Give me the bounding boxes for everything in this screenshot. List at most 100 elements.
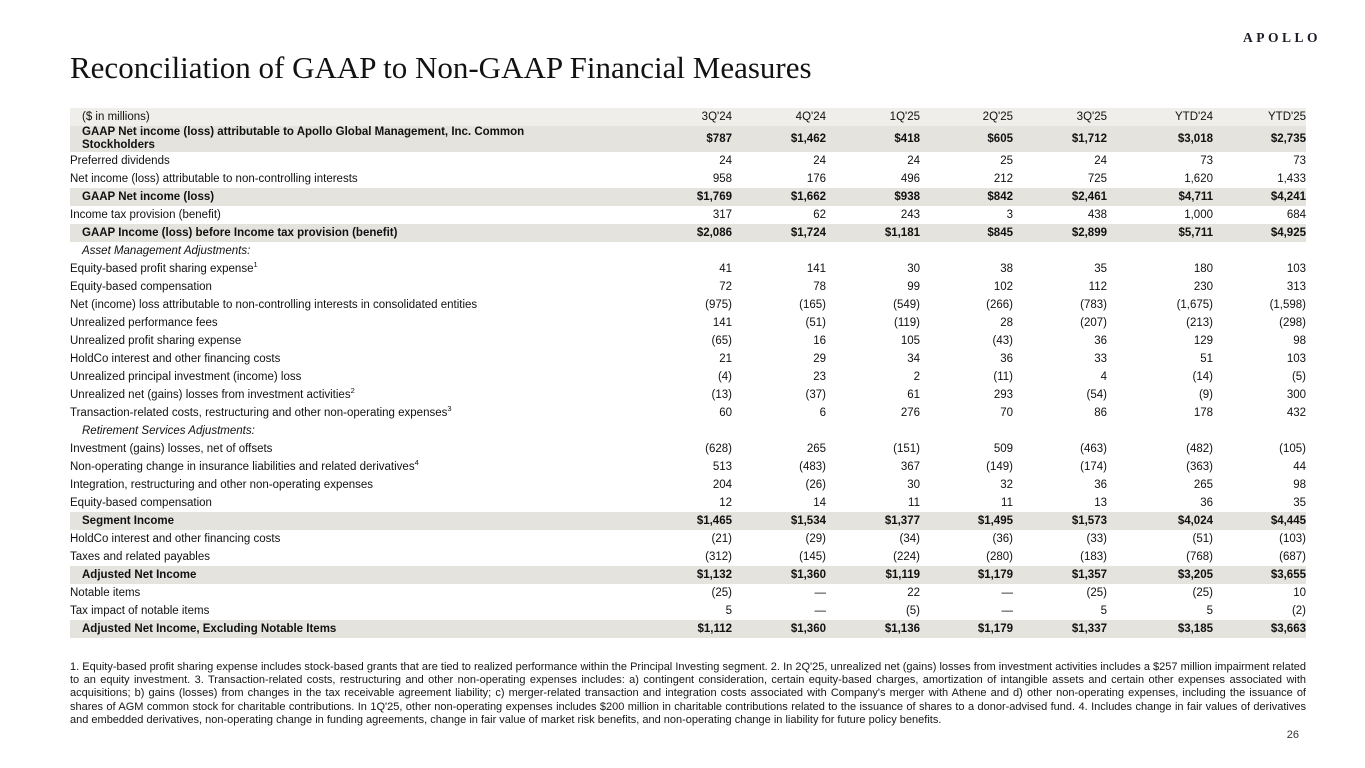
table-row: HoldCo interest and other financing cost… — [70, 530, 1306, 548]
row-label: Taxes and related payables — [70, 550, 211, 563]
row-value: 60 — [719, 406, 732, 419]
row-value: 24 — [907, 154, 920, 167]
table-row: Adjusted Net Income $1,132 $1,360 $1,119 $1,… — [70, 566, 1306, 584]
row-value: $4,925 — [1213, 224, 1306, 242]
row-value: 35 — [1094, 262, 1107, 275]
column-header: 2Q'25 — [920, 108, 1013, 126]
table-header-row: ($ in millions) 3Q'24 4Q'24 1Q'25 2Q'25 3Q'2… — [70, 108, 1306, 126]
table-row: Equity-based profit sharing expense1 41 14… — [70, 260, 1306, 278]
row-value: — — [1001, 586, 1014, 599]
row-value: 141 — [712, 316, 732, 329]
table-row: Equity-based compensation 12 14 11 11 13 36 35 — [70, 494, 1306, 512]
row-value: 86 — [1094, 406, 1107, 419]
row-value: 438 — [1087, 208, 1107, 221]
row-value: 293 — [993, 388, 1013, 401]
table-row: Preferred dividends 24 24 24 25 24 73 73 — [70, 152, 1306, 170]
row-value: 30 — [907, 478, 920, 491]
row-value: (174) — [1080, 460, 1107, 473]
row-label: Unrealized performance fees — [70, 316, 218, 329]
row-value: (34) — [899, 532, 920, 545]
table-row: Unrealized net (gains) losses from inves… — [70, 386, 1306, 404]
row-value: 180 — [1193, 262, 1213, 275]
row-value: 6 — [819, 406, 826, 419]
row-value: (65) — [711, 334, 732, 347]
row-value: 4 — [1100, 370, 1107, 383]
row-value: 725 — [1087, 172, 1107, 185]
row-value: $787 — [640, 126, 732, 152]
row-value: (5) — [905, 604, 920, 617]
row-value: $5,711 — [1107, 224, 1213, 242]
row-value: (103) — [1279, 532, 1306, 545]
row-value: (975) — [705, 298, 732, 311]
row-label: Preferred dividends — [70, 154, 170, 167]
row-value: (768) — [1186, 550, 1213, 563]
row-value: $1,712 — [1013, 126, 1107, 152]
row-value: 300 — [1286, 388, 1306, 401]
row-value: $938 — [826, 188, 920, 206]
row-label: GAAP Net income (loss) — [70, 188, 640, 206]
row-value: (687) — [1279, 550, 1306, 563]
row-label: Adjusted Net Income — [70, 566, 640, 584]
row-value: $1,662 — [732, 188, 826, 206]
column-header: 3Q'25 — [1013, 108, 1107, 126]
row-value: (224) — [893, 550, 920, 563]
reconciliation-table: ($ in millions) 3Q'24 4Q'24 1Q'25 2Q'25 3Q'2… — [70, 108, 1306, 638]
row-value: — — [814, 586, 827, 599]
row-value: $1,181 — [826, 224, 920, 242]
row-label: Adjusted Net Income, Excluding Notable I… — [70, 620, 640, 638]
row-value: 5 — [1100, 604, 1107, 617]
row-label: Equity-based compensation — [70, 496, 212, 509]
row-value: 25 — [1000, 154, 1013, 167]
row-value: 141 — [806, 262, 826, 275]
row-value: $3,663 — [1213, 620, 1306, 638]
row-value: 684 — [1286, 208, 1306, 221]
row-label: Net (income) loss attributable to non-co… — [70, 298, 478, 311]
row-label: Non-operating change in insurance liabil… — [70, 457, 419, 473]
row-label: Unrealized net (gains) losses from inves… — [70, 385, 355, 401]
row-value: (298) — [1279, 316, 1306, 329]
table-row: Income tax provision (benefit) 317 62 243 3 4… — [70, 206, 1306, 224]
column-header: YTD'24 — [1107, 108, 1213, 126]
row-label: Unrealized principal investment (income)… — [70, 370, 302, 383]
row-value: 496 — [900, 172, 920, 185]
row-value: (25) — [711, 586, 732, 599]
table-row: Retirement Services Adjustments: — [70, 422, 1306, 440]
row-value: 178 — [1193, 406, 1213, 419]
row-value: 103 — [1286, 352, 1306, 365]
row-value: 29 — [813, 352, 826, 365]
row-label: Equity-based compensation — [70, 280, 212, 293]
row-value: (1,675) — [1176, 298, 1213, 311]
row-value: 73 — [1293, 154, 1306, 167]
row-value: 265 — [806, 442, 826, 455]
row-label: Notable items — [70, 586, 141, 599]
row-value: $1,534 — [732, 512, 826, 530]
row-label: Transaction-related costs, restructuring… — [70, 403, 452, 419]
row-value: 51 — [1200, 352, 1213, 365]
row-value: $605 — [920, 126, 1013, 152]
row-value: 317 — [712, 208, 732, 221]
row-value: 38 — [1000, 262, 1013, 275]
row-value: (207) — [1080, 316, 1107, 329]
row-value: 78 — [813, 280, 826, 293]
row-value: 958 — [712, 172, 732, 185]
row-value: $2,086 — [640, 224, 732, 242]
column-header: 4Q'24 — [732, 108, 826, 126]
table-row: Transaction-related costs, restructuring… — [70, 404, 1306, 422]
row-value: (51) — [805, 316, 826, 329]
table-row: Taxes and related payables (312) (145) (224… — [70, 548, 1306, 566]
row-label: Retirement Services Adjustments: — [82, 424, 255, 437]
row-value: 243 — [900, 208, 920, 221]
row-value: 24 — [813, 154, 826, 167]
row-value: $3,185 — [1107, 620, 1213, 638]
table-row: Non-operating change in insurance liabil… — [70, 458, 1306, 476]
table-row: Notable items (25) — 22 — (25) (25) 10 — [70, 584, 1306, 602]
row-value: 98 — [1293, 478, 1306, 491]
row-label: GAAP Income (loss) before Income tax pro… — [70, 224, 640, 242]
row-value: (25) — [1086, 586, 1107, 599]
row-value: 36 — [1200, 496, 1213, 509]
row-value: 36 — [1094, 334, 1107, 347]
table-row: GAAP Income (loss) before Income tax pro… — [70, 224, 1306, 242]
table-row: Unrealized principal investment (income)… — [70, 368, 1306, 386]
row-value: $1,724 — [732, 224, 826, 242]
table-body: GAAP Net income (loss) attributable to A… — [70, 126, 1306, 638]
